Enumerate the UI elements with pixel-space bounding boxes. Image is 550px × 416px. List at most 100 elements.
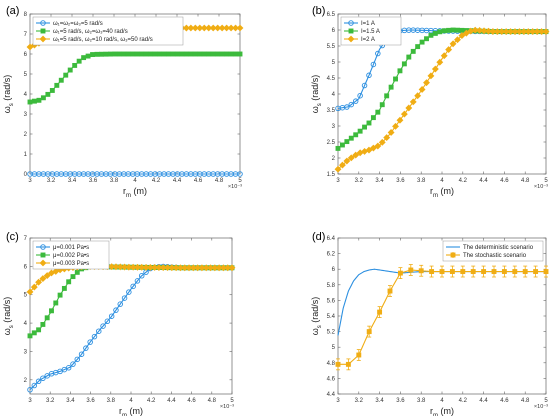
data-point bbox=[470, 269, 476, 274]
x-tick-label: 3 bbox=[28, 178, 32, 184]
data-point bbox=[507, 28, 515, 36]
x-tick-label: 4.8 bbox=[215, 178, 224, 184]
data-point bbox=[91, 333, 98, 340]
legend: I=1 A I=1.5 A I=2 A bbox=[340, 16, 402, 46]
data-point bbox=[462, 29, 470, 37]
x-axis-label: rm (m) bbox=[123, 186, 147, 199]
data-point bbox=[431, 65, 439, 73]
data-point bbox=[125, 263, 133, 271]
x-axis-label: rm (m) bbox=[119, 406, 143, 416]
x-tick-label: 4.4 bbox=[479, 398, 488, 404]
legend-label: μ=0.001 Pa•s bbox=[53, 245, 89, 251]
data-point bbox=[200, 24, 208, 32]
x-tick-label: 4.8 bbox=[208, 398, 217, 404]
panel-c: 3 3.2 3.4 3.6 3.8 4 4.2 4.4 4.6 4.8 5 2 3 4 5 6 7 ×10⁻³ rm… bbox=[2, 231, 236, 416]
data-point bbox=[40, 95, 46, 101]
y-axis-label: ωs (rad/s) bbox=[310, 297, 323, 336]
data-point bbox=[441, 28, 447, 34]
data-point bbox=[31, 382, 38, 389]
data-point bbox=[369, 144, 377, 152]
data-point bbox=[45, 91, 51, 97]
data-point bbox=[39, 275, 47, 283]
data-point bbox=[449, 269, 455, 274]
data-point bbox=[485, 27, 492, 35]
legend-marker bbox=[40, 244, 46, 250]
data-point bbox=[227, 24, 235, 32]
data-point bbox=[449, 40, 457, 48]
data-point bbox=[40, 375, 46, 381]
y-tick-label: 5.8 bbox=[327, 283, 336, 289]
data-point bbox=[436, 58, 444, 66]
x-tick-label: 4.6 bbox=[500, 178, 509, 184]
data-point bbox=[384, 93, 390, 99]
y-tick-label: 4.5 bbox=[327, 76, 336, 82]
x-tick-label: 4 bbox=[129, 398, 133, 404]
y-tick-label: 5 bbox=[332, 60, 336, 66]
data-point bbox=[344, 139, 350, 145]
panel-label: (a) bbox=[6, 5, 19, 17]
data-point bbox=[134, 278, 141, 284]
data-point bbox=[112, 263, 120, 271]
data-point bbox=[26, 43, 34, 51]
x-tick-label: 3.8 bbox=[110, 178, 119, 184]
x-tick-label: 4.6 bbox=[194, 178, 203, 184]
legend-marker bbox=[39, 259, 47, 267]
x-tick-label: 3.8 bbox=[417, 178, 426, 184]
data-point bbox=[440, 52, 448, 60]
data-point bbox=[214, 24, 222, 32]
y-tick-label: 6.5 bbox=[327, 12, 336, 18]
data-point bbox=[366, 120, 372, 126]
data-point bbox=[366, 72, 372, 79]
data-point bbox=[491, 269, 497, 274]
data-point bbox=[347, 154, 355, 162]
data-point bbox=[27, 386, 33, 393]
series-2 bbox=[27, 51, 243, 105]
data-point bbox=[387, 288, 393, 294]
data-point bbox=[432, 30, 438, 36]
legend-marker bbox=[347, 35, 355, 43]
x-tick-label: 4.4 bbox=[167, 398, 176, 404]
data-point bbox=[511, 28, 519, 36]
data-point bbox=[428, 32, 434, 38]
x-tick-label: 3.6 bbox=[86, 398, 95, 404]
data-point bbox=[57, 292, 63, 298]
data-point bbox=[345, 361, 351, 367]
legend-marker bbox=[348, 28, 354, 34]
data-point bbox=[205, 24, 213, 32]
data-point bbox=[218, 24, 226, 32]
data-point bbox=[49, 88, 55, 93]
legend-label: The stochastic scenario bbox=[463, 253, 527, 259]
data-point bbox=[117, 301, 124, 307]
y-tick-label: 7 bbox=[24, 236, 28, 242]
data-point bbox=[408, 267, 414, 273]
data-point bbox=[210, 51, 216, 57]
data-point bbox=[90, 52, 96, 58]
data-point bbox=[44, 373, 50, 379]
data-point bbox=[529, 28, 537, 36]
x-tick-label: 5 bbox=[544, 398, 548, 404]
y-tick-label: 1.5 bbox=[327, 172, 336, 178]
y-tick-label: 0 bbox=[24, 172, 28, 178]
data-point bbox=[378, 138, 386, 146]
data-point bbox=[396, 116, 404, 124]
y-tick-label: 4.6 bbox=[327, 376, 336, 382]
x-tick-label: 5 bbox=[544, 178, 548, 184]
data-point bbox=[383, 134, 391, 142]
data-point bbox=[232, 24, 239, 32]
data-point bbox=[538, 28, 546, 36]
data-point bbox=[187, 24, 195, 32]
data-point bbox=[387, 129, 395, 136]
data-point bbox=[30, 283, 38, 291]
x-tick-label: 3.2 bbox=[46, 398, 55, 404]
data-point bbox=[134, 51, 140, 57]
x-tick-label: 4.2 bbox=[152, 178, 161, 184]
x-tick-label: 3.2 bbox=[355, 398, 364, 404]
legend-label: I=2 A bbox=[361, 37, 375, 43]
data-point bbox=[104, 318, 111, 325]
data-point bbox=[502, 28, 510, 36]
data-point bbox=[366, 329, 372, 335]
data-point bbox=[121, 51, 127, 57]
data-point bbox=[348, 101, 355, 108]
data-point bbox=[67, 67, 73, 73]
data-point bbox=[61, 285, 67, 291]
